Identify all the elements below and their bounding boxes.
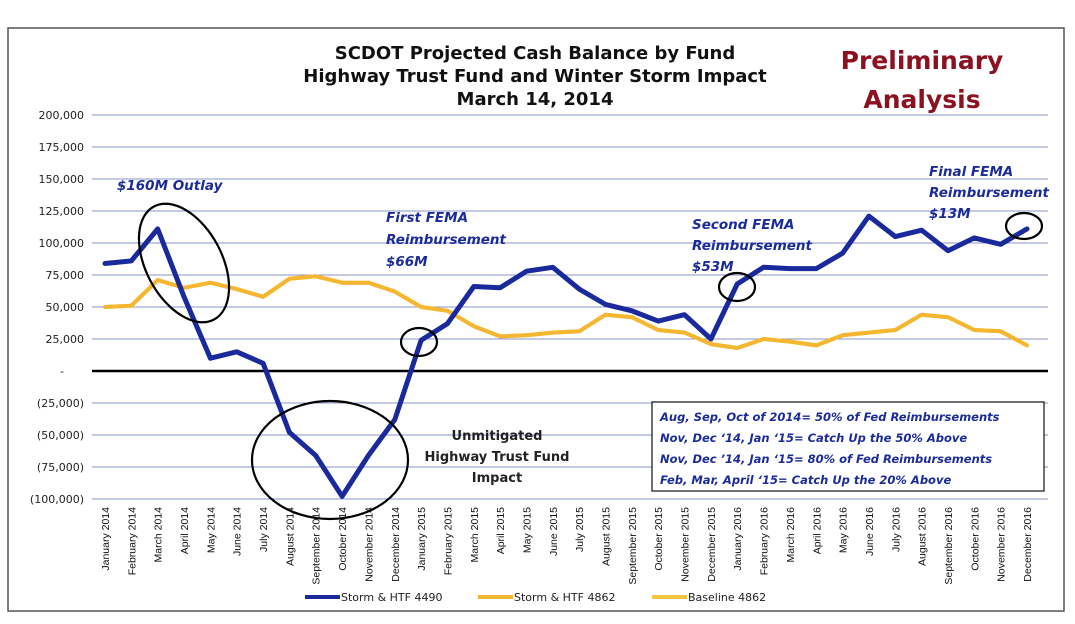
- y-tick-label: 25,000: [46, 333, 85, 346]
- preliminary-stamp-line-2: Analysis: [863, 85, 980, 114]
- legend-label-storm-htf-4862: Storm & HTF 4862: [514, 591, 615, 604]
- y-tick-label: (50,000): [37, 429, 84, 442]
- chart-frame: [7, 27, 1065, 612]
- y-tick-label: 175,000: [39, 141, 85, 154]
- x-tick-label: November 2016: [996, 507, 1008, 582]
- x-tick-label: September 2014: [311, 507, 323, 585]
- x-tick-label: December 2014: [390, 507, 402, 582]
- x-tick-label: December 2015: [706, 507, 718, 582]
- x-tick-label: January 2014: [100, 507, 112, 571]
- legend-label-storm-htf-4490: Storm & HTF 4490: [341, 591, 442, 604]
- chart-title-line-1: SCDOT Projected Cash Balance by Fund: [335, 43, 736, 64]
- x-tick-label: March 2014: [153, 507, 165, 563]
- x-tick-label: December 2016: [1022, 507, 1034, 582]
- first-fema-circle: [399, 326, 439, 358]
- series-line-storm-htf-4862: [103, 274, 1029, 350]
- legend-label-baseline-4862: Baseline 4862: [688, 591, 766, 604]
- first-fema-line-2: Reimbursement: [386, 232, 507, 248]
- chart-title-line-2: Highway Trust Fund and Winter Storm Impa…: [303, 66, 767, 87]
- x-tick-label: February 2014: [126, 507, 138, 575]
- x-tick-label: September 2016: [943, 507, 955, 585]
- x-tick-label: May 2016: [838, 507, 850, 553]
- unmitigated-impact-circle: [250, 399, 410, 521]
- final-fema-line-2: Reimbursement: [929, 185, 1050, 201]
- x-tick-label: March 2015: [469, 507, 481, 563]
- y-tick-label: -: [60, 365, 64, 378]
- second-fema-line-2: Reimbursement: [692, 238, 813, 254]
- x-tick-label: January 2015: [416, 507, 428, 571]
- x-tick-label: February 2016: [759, 507, 771, 575]
- x-tick-label: April 2014: [179, 507, 191, 554]
- x-tick-label: August 2014: [284, 507, 296, 566]
- chart-title-line-3: March 14, 2014: [457, 89, 614, 110]
- series-line-storm-htf-4490: [102, 213, 1030, 499]
- note-line-3: Nov, Dec ’14, Jan ‘15= 80% of Fed Reimbu…: [660, 452, 992, 466]
- x-tick-label: November 2015: [680, 507, 692, 582]
- x-tick-label: April 2016: [811, 507, 823, 554]
- x-tick-label: May 2015: [521, 507, 533, 553]
- impact-label-line-3: Impact: [472, 471, 522, 486]
- second-fema-line-3: $53M: [692, 259, 734, 275]
- note-line-4: Feb, Mar, April ‘15= Catch Up the 20% Ab…: [660, 473, 951, 487]
- x-tick-label: May 2014: [205, 507, 217, 553]
- y-tick-label: 200,000: [39, 109, 85, 122]
- x-tick-label: July 2014: [258, 507, 270, 552]
- preliminary-stamp-line-1: Preliminary: [841, 46, 1004, 75]
- first-fema-line-1: First FEMA: [386, 210, 468, 226]
- note-line-2: Nov, Dec ‘14, Jan ‘15= Catch Up the 50% …: [660, 431, 967, 445]
- first-fema-line-3: $66M: [386, 254, 428, 270]
- impact-label-line-1: Unmitigated: [452, 429, 543, 444]
- x-tick-label: July 2016: [890, 507, 902, 552]
- x-tick-label: January 2016: [732, 507, 744, 571]
- x-tick-label: June 2015: [548, 507, 560, 556]
- x-tick-label: March 2016: [785, 507, 797, 563]
- second-fema-circle: [717, 271, 757, 303]
- note-line-1: Aug, Sep, Oct of 2014= 50% of Fed Reimbu…: [659, 410, 1000, 424]
- x-tick-label: September 2015: [627, 507, 639, 585]
- y-tick-label: (25,000): [37, 397, 84, 410]
- x-tick-label: June 2014: [232, 507, 244, 556]
- x-tick-label: October 2016: [969, 507, 981, 571]
- final-fema-circle: [1004, 211, 1044, 241]
- outlay-annotation: $160M Outlay: [117, 178, 224, 194]
- x-tick-label: February 2015: [442, 507, 454, 575]
- x-tick-label: August 2015: [601, 507, 613, 566]
- y-tick-label: (100,000): [30, 493, 84, 506]
- x-tick-label: June 2016: [864, 507, 876, 556]
- final-fema-line-3: $13M: [929, 206, 971, 222]
- outlay-circle: [137, 202, 231, 324]
- x-tick-label: July 2015: [574, 507, 586, 552]
- x-tick-label: October 2015: [653, 507, 665, 571]
- x-tick-label: April 2015: [495, 507, 507, 554]
- y-axis-ticks: 200,000 175,000 150,000 125,000 100,000 75,00…: [30, 109, 84, 506]
- gridlines: [92, 114, 1048, 500]
- x-tick-label: August 2016: [917, 507, 929, 566]
- y-tick-label: 75,000: [46, 269, 85, 282]
- x-axis-ticks: January 2014 February 2014 March 2014 April…: [100, 507, 1034, 585]
- y-tick-label: 150,000: [39, 173, 85, 186]
- x-tick-label: November 2014: [363, 507, 375, 582]
- y-tick-label: 125,000: [39, 205, 85, 218]
- y-tick-label: 50,000: [46, 301, 85, 314]
- impact-label-line-2: Highway Trust Fund: [425, 450, 570, 465]
- y-tick-label: (75,000): [37, 461, 84, 474]
- final-fema-line-1: Final FEMA: [929, 164, 1013, 180]
- reimbursement-notes-box: [651, 401, 1045, 492]
- y-tick-label: 100,000: [39, 237, 85, 250]
- legend: Storm & HTF 4490 Storm & HTF 4862 Baseli…: [305, 591, 766, 604]
- x-tick-label: October 2014: [337, 507, 349, 571]
- second-fema-line-1: Second FEMA: [692, 217, 794, 233]
- series-lines: [102, 213, 1030, 499]
